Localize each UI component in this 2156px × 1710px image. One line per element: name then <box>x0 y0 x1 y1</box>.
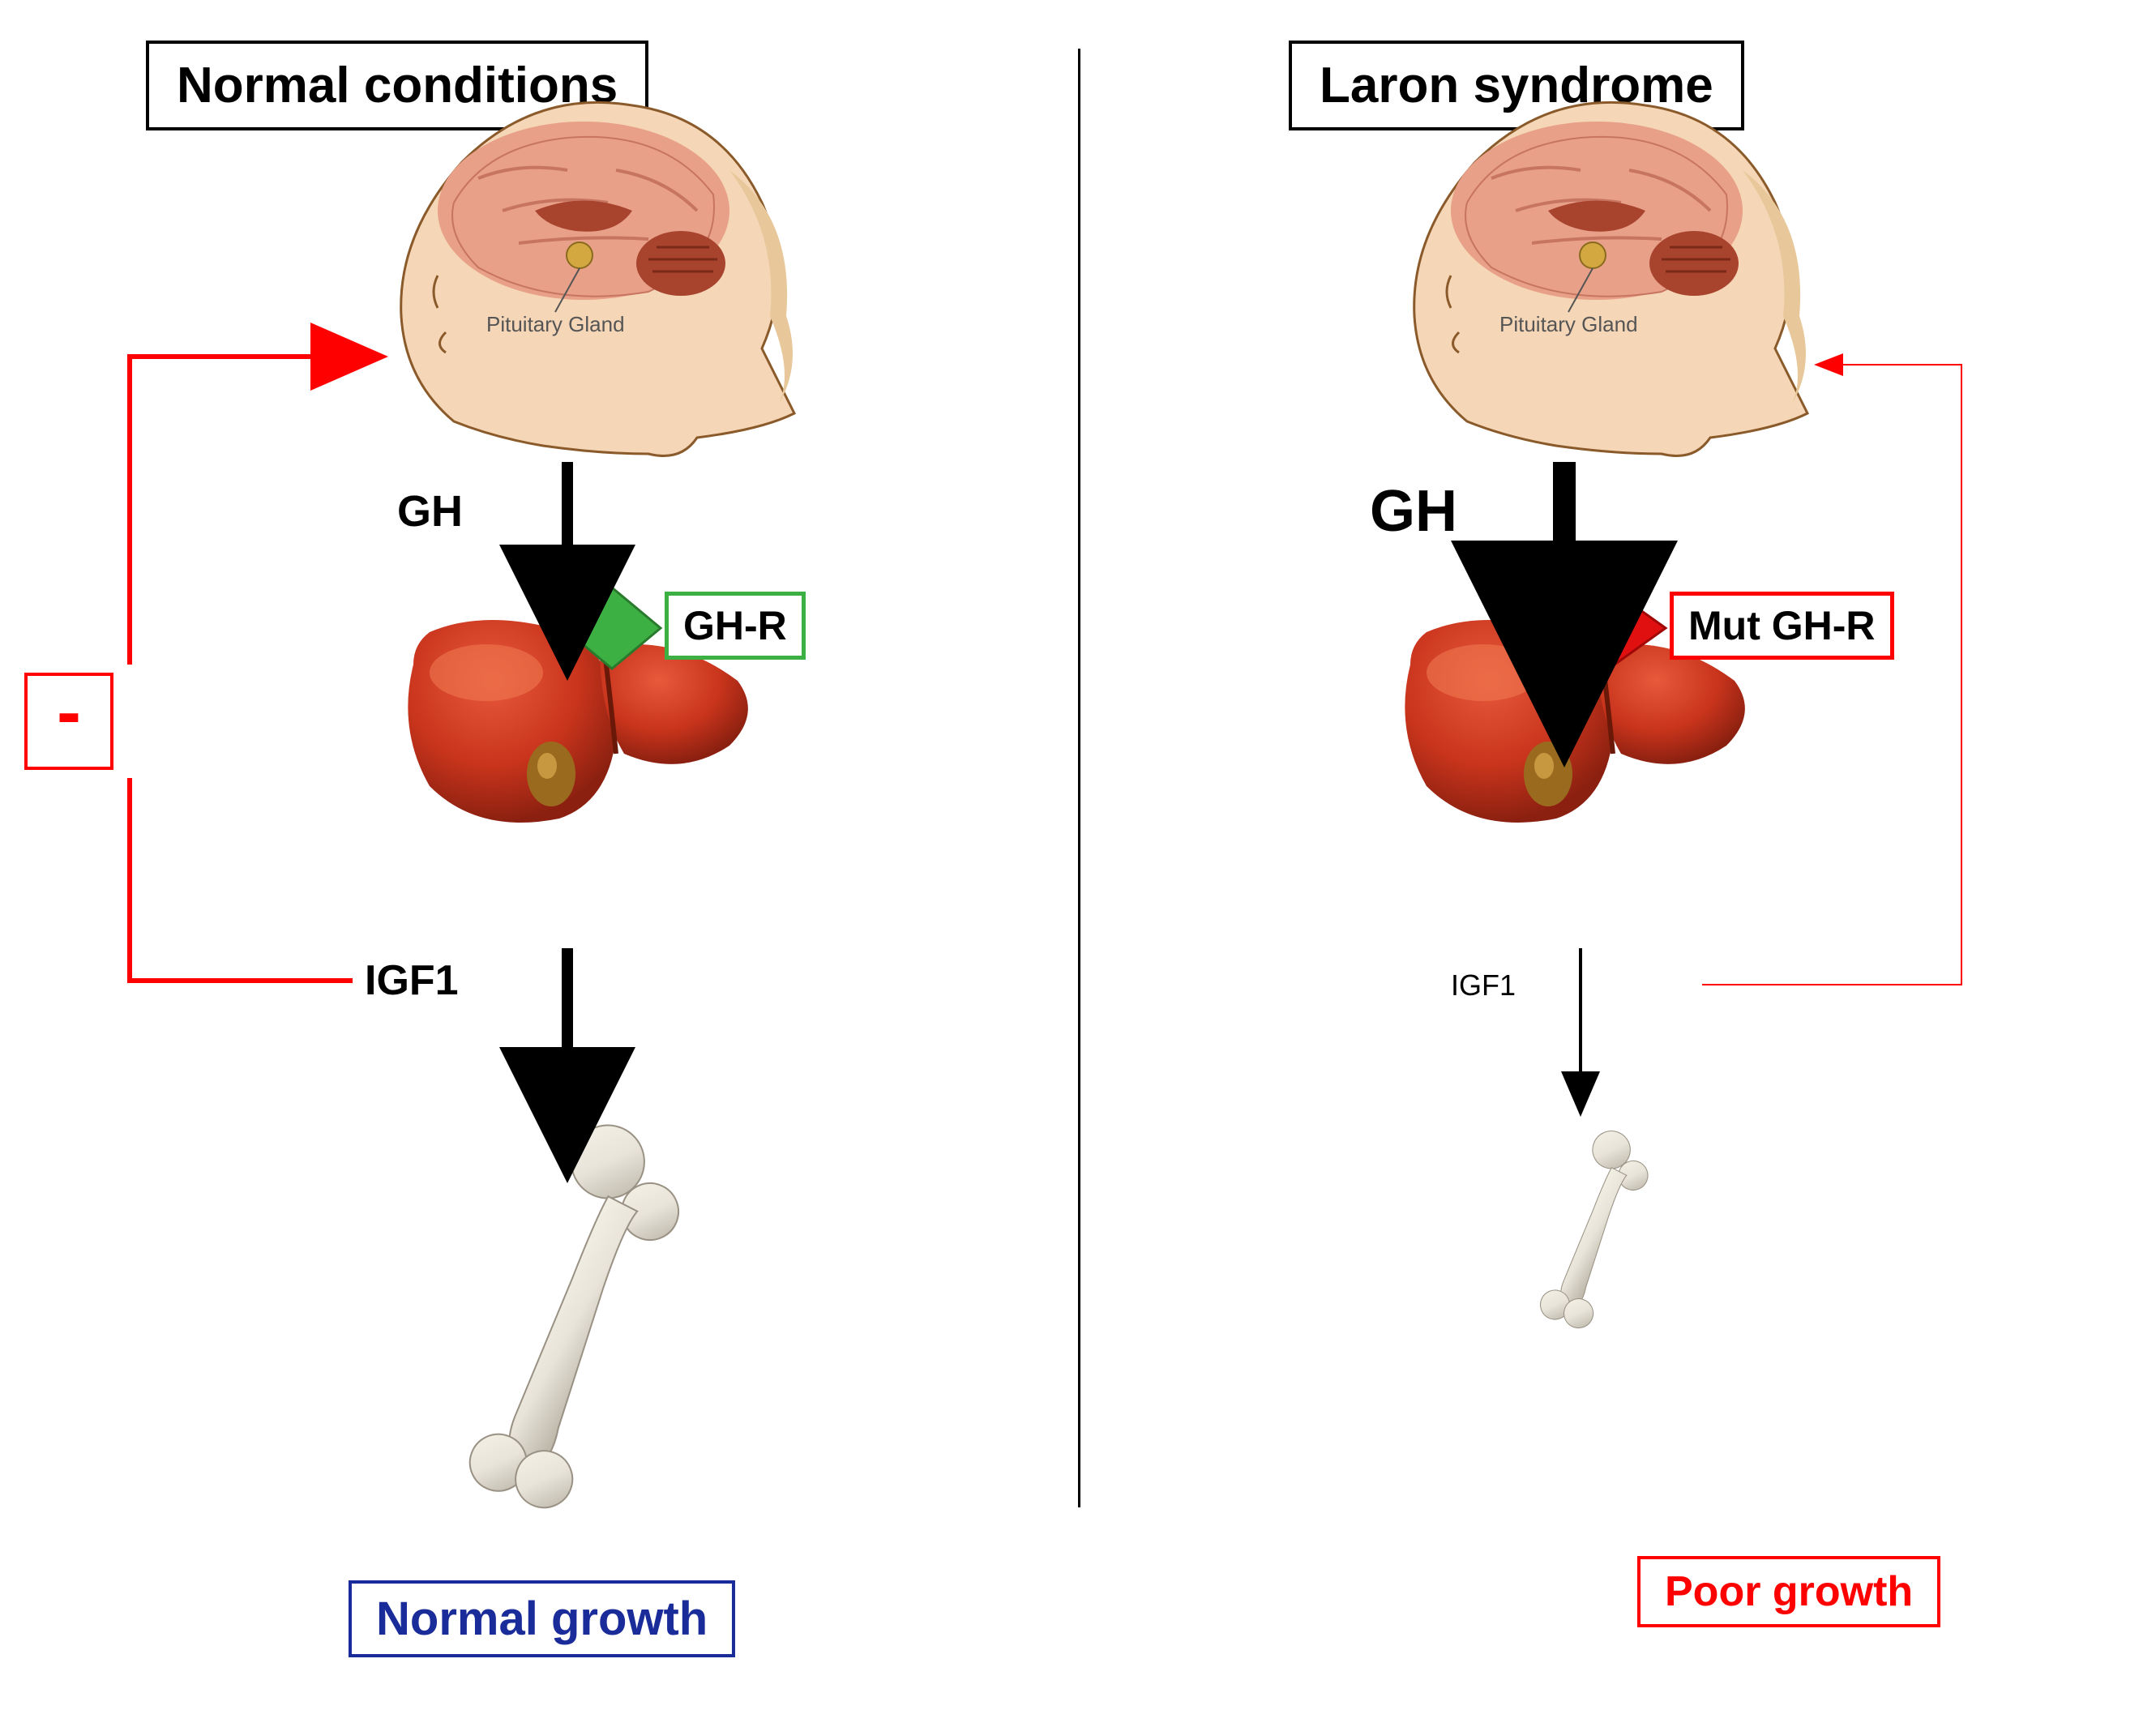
panel-divider <box>1078 49 1080 1507</box>
bone-left-icon <box>438 1118 705 1524</box>
gh-label-left: GH <box>397 486 463 537</box>
pituitary-label-right: Pituitary Gland <box>1499 312 1638 337</box>
poor-growth-box: Poor growth <box>1637 1556 1940 1627</box>
normal-conditions-panel: Normal conditions Pituitary Gland GH <box>0 0 1070 1710</box>
laron-syndrome-panel: Laron syndrome Pituitary Gland GH <box>1086 0 2156 1710</box>
bone-right-icon <box>1524 1126 1662 1337</box>
neg-feedback-symbol: - <box>57 672 81 753</box>
mut-ghr-diamond-icon <box>1548 584 1670 673</box>
normal-growth-label: Normal growth <box>376 1592 708 1645</box>
igf1-label-right: IGF1 <box>1451 968 1516 1002</box>
ghr-label-box: GH-R <box>665 592 806 660</box>
gh-label-right: GH <box>1370 478 1457 545</box>
head-brain-right-icon <box>1370 73 1824 462</box>
ghr-diamond-icon <box>559 584 665 673</box>
pituitary-label-left: Pituitary Gland <box>486 312 625 337</box>
igf1-label-left: IGF1 <box>365 956 459 1005</box>
poor-growth-label: Poor growth <box>1665 1568 1913 1615</box>
mut-ghr-label-box: Mut GH-R <box>1670 592 1894 660</box>
neg-feedback-box: - <box>24 673 113 770</box>
normal-growth-box: Normal growth <box>349 1580 735 1657</box>
ghr-label: GH-R <box>683 603 787 648</box>
mut-ghr-label: Mut GH-R <box>1688 603 1876 648</box>
head-brain-left-icon <box>357 73 811 462</box>
